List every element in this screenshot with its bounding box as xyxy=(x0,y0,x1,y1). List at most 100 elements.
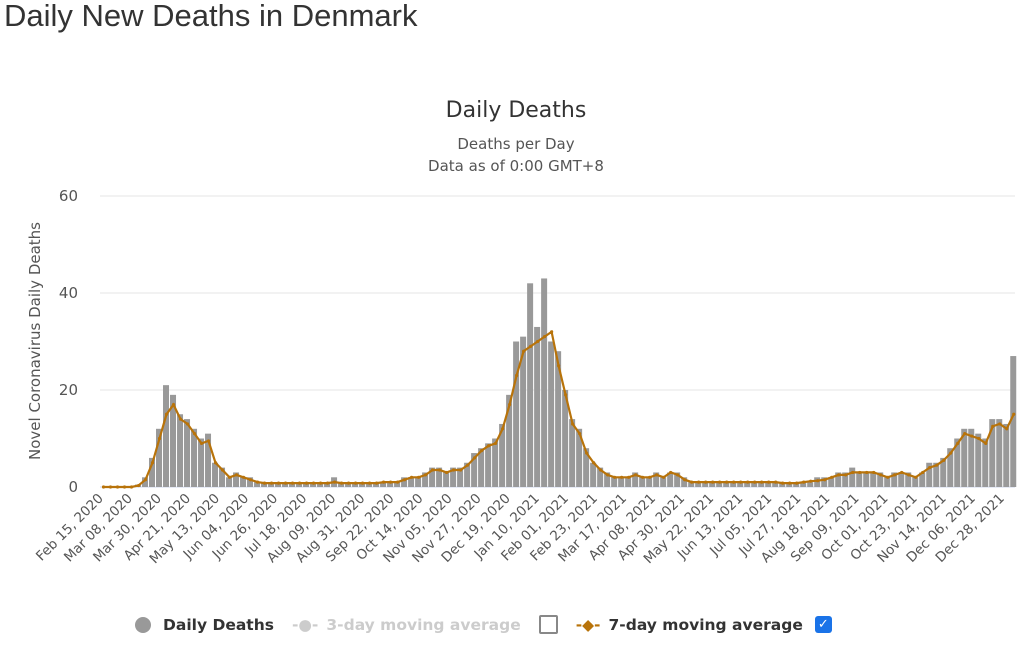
bar xyxy=(863,472,870,487)
bar xyxy=(247,477,254,487)
7-day-average-point xyxy=(480,449,484,453)
bar xyxy=(534,326,541,487)
bar xyxy=(590,462,597,487)
bar xyxy=(954,438,961,487)
7-day-average-point xyxy=(949,451,953,455)
bar xyxy=(240,477,247,487)
7-day-average-point xyxy=(388,480,393,484)
7-day-average-point xyxy=(374,481,379,485)
bar xyxy=(177,414,184,487)
7-day-average-point xyxy=(466,463,470,467)
7-day-average-point xyxy=(227,475,232,479)
7-day-average-point xyxy=(346,481,351,485)
bar xyxy=(394,482,401,487)
7-day-average-point xyxy=(823,478,827,482)
bar xyxy=(569,419,576,487)
legend-item-daily-deaths[interactable]: Daily Deaths xyxy=(135,616,274,634)
7-day-average-point xyxy=(444,470,449,475)
bar xyxy=(212,462,219,487)
7-day-average-point xyxy=(353,481,358,485)
7-day-average-point xyxy=(276,481,281,485)
7-day-average-point xyxy=(241,475,246,479)
bar xyxy=(730,482,737,487)
bar xyxy=(541,278,548,487)
bar xyxy=(702,482,709,487)
7-day-average-point xyxy=(199,441,204,445)
7-day-average-point xyxy=(879,473,883,477)
7-day-average-point xyxy=(1012,412,1016,416)
chart-title: Daily Deaths xyxy=(446,98,587,123)
bar xyxy=(716,482,723,487)
bar xyxy=(191,428,198,487)
7-day-average-point xyxy=(620,475,624,479)
7-day-average-point xyxy=(192,432,197,436)
bar xyxy=(520,336,527,487)
chart-subtitle-1: Deaths per Day xyxy=(457,135,574,153)
7-day-average-point xyxy=(634,473,638,477)
bar xyxy=(695,482,702,487)
7-day-average-point xyxy=(164,412,169,416)
7-day-average-point xyxy=(725,480,729,484)
7-day-average-point xyxy=(718,480,722,484)
legend: Daily Deaths -●- 3-day moving average -◆-… xyxy=(135,615,850,634)
7-day-average-point xyxy=(697,480,701,484)
bar xyxy=(380,482,387,487)
y-tick-label: 0 xyxy=(68,478,78,496)
7-day-average-point xyxy=(339,481,344,485)
7-day-average-point xyxy=(501,427,505,431)
7-day-average-point xyxy=(809,479,813,483)
bar xyxy=(989,419,996,487)
7-day-average-point xyxy=(830,475,834,479)
bar xyxy=(499,423,506,487)
7-day-average-point xyxy=(781,481,785,485)
7-day-average-point xyxy=(851,470,855,475)
bar xyxy=(765,482,772,487)
7-day-average-point xyxy=(206,439,211,443)
bar xyxy=(625,477,632,487)
bar xyxy=(548,341,555,487)
bar xyxy=(1010,356,1017,487)
7-day-average-point xyxy=(129,485,134,489)
bar xyxy=(681,477,688,487)
bar xyxy=(198,438,205,487)
bar xyxy=(723,482,730,487)
7-day-average-point xyxy=(739,480,743,484)
bar xyxy=(513,341,520,487)
legend-label: Daily Deaths xyxy=(163,615,274,634)
7-day-average-point xyxy=(977,436,981,441)
7-day-average-point xyxy=(571,422,575,426)
7-day-average-point xyxy=(473,456,477,460)
bar xyxy=(618,477,625,487)
bar xyxy=(737,482,744,487)
7-day-average-point xyxy=(458,468,463,472)
7-day-average-point xyxy=(648,475,652,479)
bar xyxy=(233,472,240,487)
legend-item-3day-average[interactable]: -●- 3-day moving average xyxy=(292,615,558,634)
ma3-checkbox[interactable] xyxy=(538,615,558,634)
bar xyxy=(464,462,471,487)
7-day-average-point xyxy=(115,485,120,489)
bar xyxy=(219,467,226,487)
7-day-average-point xyxy=(234,473,239,477)
bar xyxy=(604,472,611,487)
7-day-average-point xyxy=(178,417,183,421)
7-day-average-point xyxy=(753,480,757,484)
bar xyxy=(772,482,779,487)
7-day-average-point xyxy=(732,480,736,484)
7-day-average-point xyxy=(255,480,260,484)
bar xyxy=(639,477,646,487)
legend-item-7day-average[interactable]: -◆- 7-day moving average ✓ xyxy=(576,616,832,634)
7-day-average-point xyxy=(101,485,106,489)
bar xyxy=(744,482,751,487)
7-day-average-point xyxy=(304,481,309,485)
bar xyxy=(527,283,534,487)
bar xyxy=(849,467,856,487)
7-day-average-point xyxy=(900,470,904,475)
7-day-average-point xyxy=(578,432,582,436)
7-day-average-point xyxy=(599,468,603,472)
7-day-average-point xyxy=(136,483,141,488)
bar xyxy=(856,472,863,487)
ma7-checkbox[interactable]: ✓ xyxy=(814,616,832,633)
line-marker-icon: -●- xyxy=(291,615,319,634)
bar xyxy=(758,482,765,487)
